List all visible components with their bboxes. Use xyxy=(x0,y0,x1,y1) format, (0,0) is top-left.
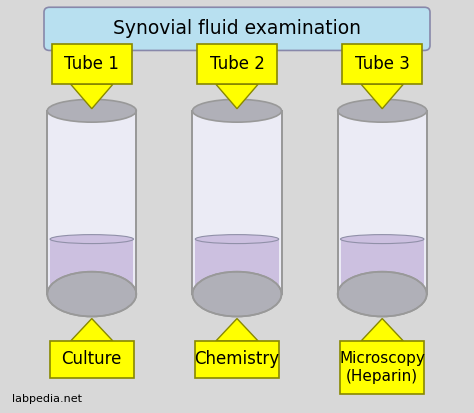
Ellipse shape xyxy=(47,272,137,316)
FancyBboxPatch shape xyxy=(195,341,279,377)
Polygon shape xyxy=(71,84,113,109)
Ellipse shape xyxy=(195,235,279,244)
FancyBboxPatch shape xyxy=(44,7,430,50)
Ellipse shape xyxy=(47,100,137,122)
Text: labpedia.net: labpedia.net xyxy=(12,394,82,404)
Bar xyxy=(192,111,282,294)
Bar xyxy=(337,111,427,294)
Bar xyxy=(50,239,134,294)
Bar xyxy=(47,111,137,294)
Ellipse shape xyxy=(195,273,279,315)
Text: Tube 2: Tube 2 xyxy=(210,55,264,73)
Ellipse shape xyxy=(50,235,134,244)
Polygon shape xyxy=(71,318,113,341)
FancyBboxPatch shape xyxy=(50,341,134,377)
Ellipse shape xyxy=(50,273,134,315)
Polygon shape xyxy=(216,318,258,341)
FancyBboxPatch shape xyxy=(342,43,422,84)
Text: Tube 1: Tube 1 xyxy=(64,55,119,73)
Ellipse shape xyxy=(192,100,282,122)
Text: Culture: Culture xyxy=(62,350,122,368)
Polygon shape xyxy=(361,318,403,341)
Polygon shape xyxy=(216,84,258,109)
Ellipse shape xyxy=(340,235,424,244)
Polygon shape xyxy=(361,84,403,109)
Ellipse shape xyxy=(337,100,427,122)
Ellipse shape xyxy=(340,273,424,315)
Ellipse shape xyxy=(192,272,282,316)
Ellipse shape xyxy=(337,272,427,316)
FancyBboxPatch shape xyxy=(52,43,132,84)
Text: Synovial fluid examination: Synovial fluid examination xyxy=(113,19,361,38)
Text: Tube 3: Tube 3 xyxy=(355,55,410,73)
Bar xyxy=(340,239,424,294)
FancyBboxPatch shape xyxy=(197,43,277,84)
Text: Microscopy
(Heparin): Microscopy (Heparin) xyxy=(339,351,425,384)
FancyBboxPatch shape xyxy=(340,341,424,394)
Bar xyxy=(195,239,279,294)
Text: Chemistry: Chemistry xyxy=(194,350,280,368)
